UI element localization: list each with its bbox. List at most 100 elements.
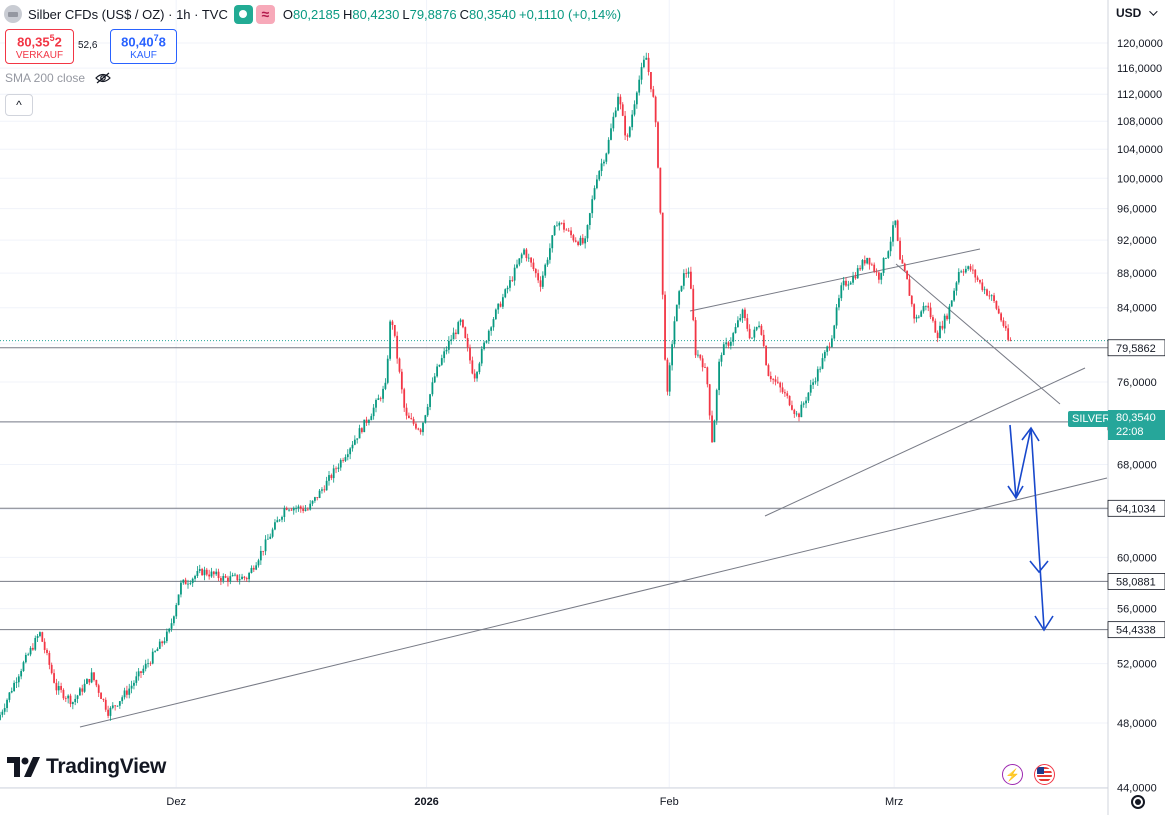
candle: [95, 679, 98, 688]
last-price-tag: 80,3540 22:08: [1108, 410, 1165, 440]
candle: [436, 363, 438, 378]
candle: [452, 327, 455, 340]
candle: [151, 648, 154, 665]
arrowhead-up[interactable]: [1021, 426, 1040, 442]
price-tick-label: 100,0000: [1117, 173, 1163, 185]
candle: [142, 665, 145, 676]
candle: [887, 250, 890, 259]
candle: [349, 447, 352, 460]
trendline-rising-support[interactable]: [764, 367, 1086, 517]
candle: [464, 326, 467, 339]
candle: [372, 404, 375, 420]
trendline-descending[interactable]: [895, 263, 1061, 405]
candle: [595, 174, 598, 190]
projection-arrow-path[interactable]: [1009, 424, 1045, 629]
candle: [67, 694, 70, 704]
arrowhead-down-3[interactable]: [1034, 615, 1054, 632]
candle: [358, 424, 361, 439]
trend-lines[interactable]: [79, 248, 1108, 728]
sell-label: VERKAUF: [15, 49, 64, 61]
candle: [180, 580, 182, 598]
candle: [332, 464, 335, 483]
candle: [854, 272, 857, 280]
candle: [795, 410, 798, 417]
wave-icon[interactable]: ≈: [255, 4, 275, 24]
candle: [476, 370, 478, 382]
candle: [17, 674, 20, 688]
candle: [776, 376, 779, 384]
candle: [835, 304, 838, 329]
symbol-title[interactable]: Silber CFDs (US$ / OZ) · 1h · TVC: [28, 6, 228, 22]
arrowhead-down-2[interactable]: [1029, 560, 1049, 574]
candle: [480, 346, 483, 367]
candle: [316, 497, 319, 501]
eye-crossed-icon[interactable]: [95, 72, 111, 84]
candle: [664, 291, 666, 361]
silver-symbol-icon[interactable]: [4, 5, 22, 23]
candle: [64, 696, 67, 702]
candle: [567, 227, 570, 232]
price-tick-label: 52,0000: [1117, 659, 1157, 671]
candle: [614, 107, 617, 118]
price-tick-label: 56,0000: [1117, 604, 1157, 616]
horizontal-levels: [0, 340, 1108, 631]
candle: [328, 470, 330, 486]
candle: [807, 392, 810, 404]
candle: [689, 266, 692, 290]
candle: [659, 167, 662, 215]
candle: [565, 228, 568, 231]
candle: [255, 562, 258, 571]
candle: [563, 219, 565, 233]
projection-arrows[interactable]: [1007, 424, 1054, 632]
chevron-up-icon: ^: [16, 98, 22, 112]
trendline-channel-top[interactable]: [689, 248, 981, 312]
gear-icon[interactable]: [1131, 795, 1145, 809]
candle: [995, 300, 998, 311]
candle: [39, 631, 41, 638]
candle: [462, 319, 464, 329]
candle: [168, 627, 171, 634]
candle: [518, 258, 521, 267]
buy-button[interactable]: 80,4078 KAUF: [110, 29, 177, 64]
candle: [426, 403, 429, 417]
indicator-row[interactable]: SMA 200 close: [5, 71, 111, 85]
tradingview-mark-icon: [7, 757, 40, 777]
candle: [281, 515, 283, 523]
sell-button[interactable]: 80,3552 VERKAUF: [5, 29, 74, 64]
candle: [274, 519, 276, 531]
buy-price: 80,4078: [121, 33, 166, 50]
candle: [485, 340, 488, 344]
time-axis[interactable]: Dez 2026 Feb Mrz: [166, 796, 903, 808]
candle: [22, 660, 25, 672]
candle: [657, 121, 659, 169]
currency-selector[interactable]: USD: [1110, 2, 1164, 24]
candle: [990, 294, 993, 301]
price-tick-label: 116,0000: [1117, 63, 1162, 75]
us-flag-icon[interactable]: [1034, 764, 1055, 785]
price-tick-label: 104,0000: [1117, 144, 1163, 156]
tradingview-logo[interactable]: TradingView: [7, 755, 166, 779]
collapse-legend-button[interactable]: ^: [5, 94, 33, 116]
lightning-icon[interactable]: ⚡: [1002, 764, 1023, 785]
candle: [997, 305, 1000, 315]
candle: [868, 257, 871, 270]
candle: [903, 262, 906, 272]
candle: [198, 564, 201, 574]
market-status-icon[interactable]: [233, 4, 253, 24]
candle: [438, 364, 441, 368]
candle: [259, 545, 262, 565]
candle: [257, 558, 260, 568]
candle: [875, 268, 878, 276]
candle: [680, 285, 683, 293]
candle: [654, 95, 657, 128]
candle: [121, 695, 124, 704]
candle: [156, 647, 159, 652]
trendline-long-support[interactable]: [79, 477, 1108, 728]
level-label: 79,5862: [1116, 343, 1156, 355]
arrowhead-down-1[interactable]: [1007, 485, 1024, 500]
candle: [588, 212, 591, 230]
candle: [231, 572, 234, 577]
candle: [969, 263, 972, 272]
candle: [967, 265, 970, 271]
